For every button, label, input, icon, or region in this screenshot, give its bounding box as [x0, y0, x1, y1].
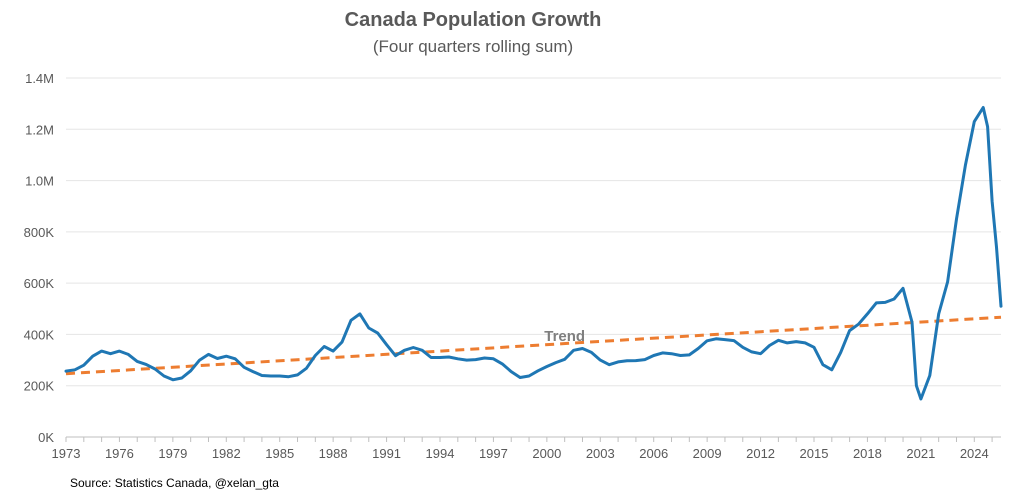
- x-tick-label: 1985: [265, 446, 294, 461]
- x-tick-label: 2018: [853, 446, 882, 461]
- y-tick-label: 1.0M: [25, 174, 54, 189]
- y-tick-label: 400K: [24, 327, 55, 342]
- x-tick-label: 1997: [479, 446, 508, 461]
- x-tick-label: 1979: [158, 446, 187, 461]
- x-tick-label: 1976: [105, 446, 134, 461]
- trend-line: [65, 315, 1002, 376]
- x-tick-label: 1991: [372, 446, 401, 461]
- plot-series: [64, 106, 1003, 401]
- x-tick-label: 2021: [906, 446, 935, 461]
- y-tick-label: 600K: [24, 276, 55, 291]
- annotations: Trend: [544, 328, 585, 345]
- y-tick-label: 0K: [38, 430, 54, 445]
- x-tick-label: 1994: [426, 446, 455, 461]
- chart-subtitle: (Four quarters rolling sum): [373, 37, 573, 56]
- y-tick-label: 1.4M: [25, 71, 54, 86]
- chart-title: Canada Population Growth: [345, 9, 602, 31]
- x-tick-label: 1988: [319, 446, 348, 461]
- x-tick-label: 1973: [52, 446, 81, 461]
- y-tick-label: 1.2M: [25, 122, 54, 137]
- trend-annotation: Trend: [544, 328, 585, 345]
- x-axis: 1973 1976 1979 1982 1985 1988 1991 1994 1997 2000…: [52, 436, 1001, 461]
- x-tick-label: 2012: [746, 446, 775, 461]
- x-tick-label: 2015: [800, 446, 829, 461]
- population-growth-line: [64, 106, 1003, 401]
- y-axis-ticks: 0K 200K 400K 600K 800K 1.0M 1.2M 1.4M: [24, 71, 55, 445]
- x-tick-label: 2024: [960, 446, 989, 461]
- x-tick-label: 2009: [693, 446, 722, 461]
- y-tick-label: 800K: [24, 225, 55, 240]
- x-tick-label: 2003: [586, 446, 615, 461]
- x-tick-label: 2006: [639, 446, 668, 461]
- source-note: Source: Statistics Canada, @xelan_gta: [70, 476, 279, 490]
- x-tick-label: 2000: [532, 446, 561, 461]
- x-tick-label: 1982: [212, 446, 241, 461]
- y-tick-label: 200K: [24, 379, 55, 394]
- gridlines: [66, 77, 1001, 387]
